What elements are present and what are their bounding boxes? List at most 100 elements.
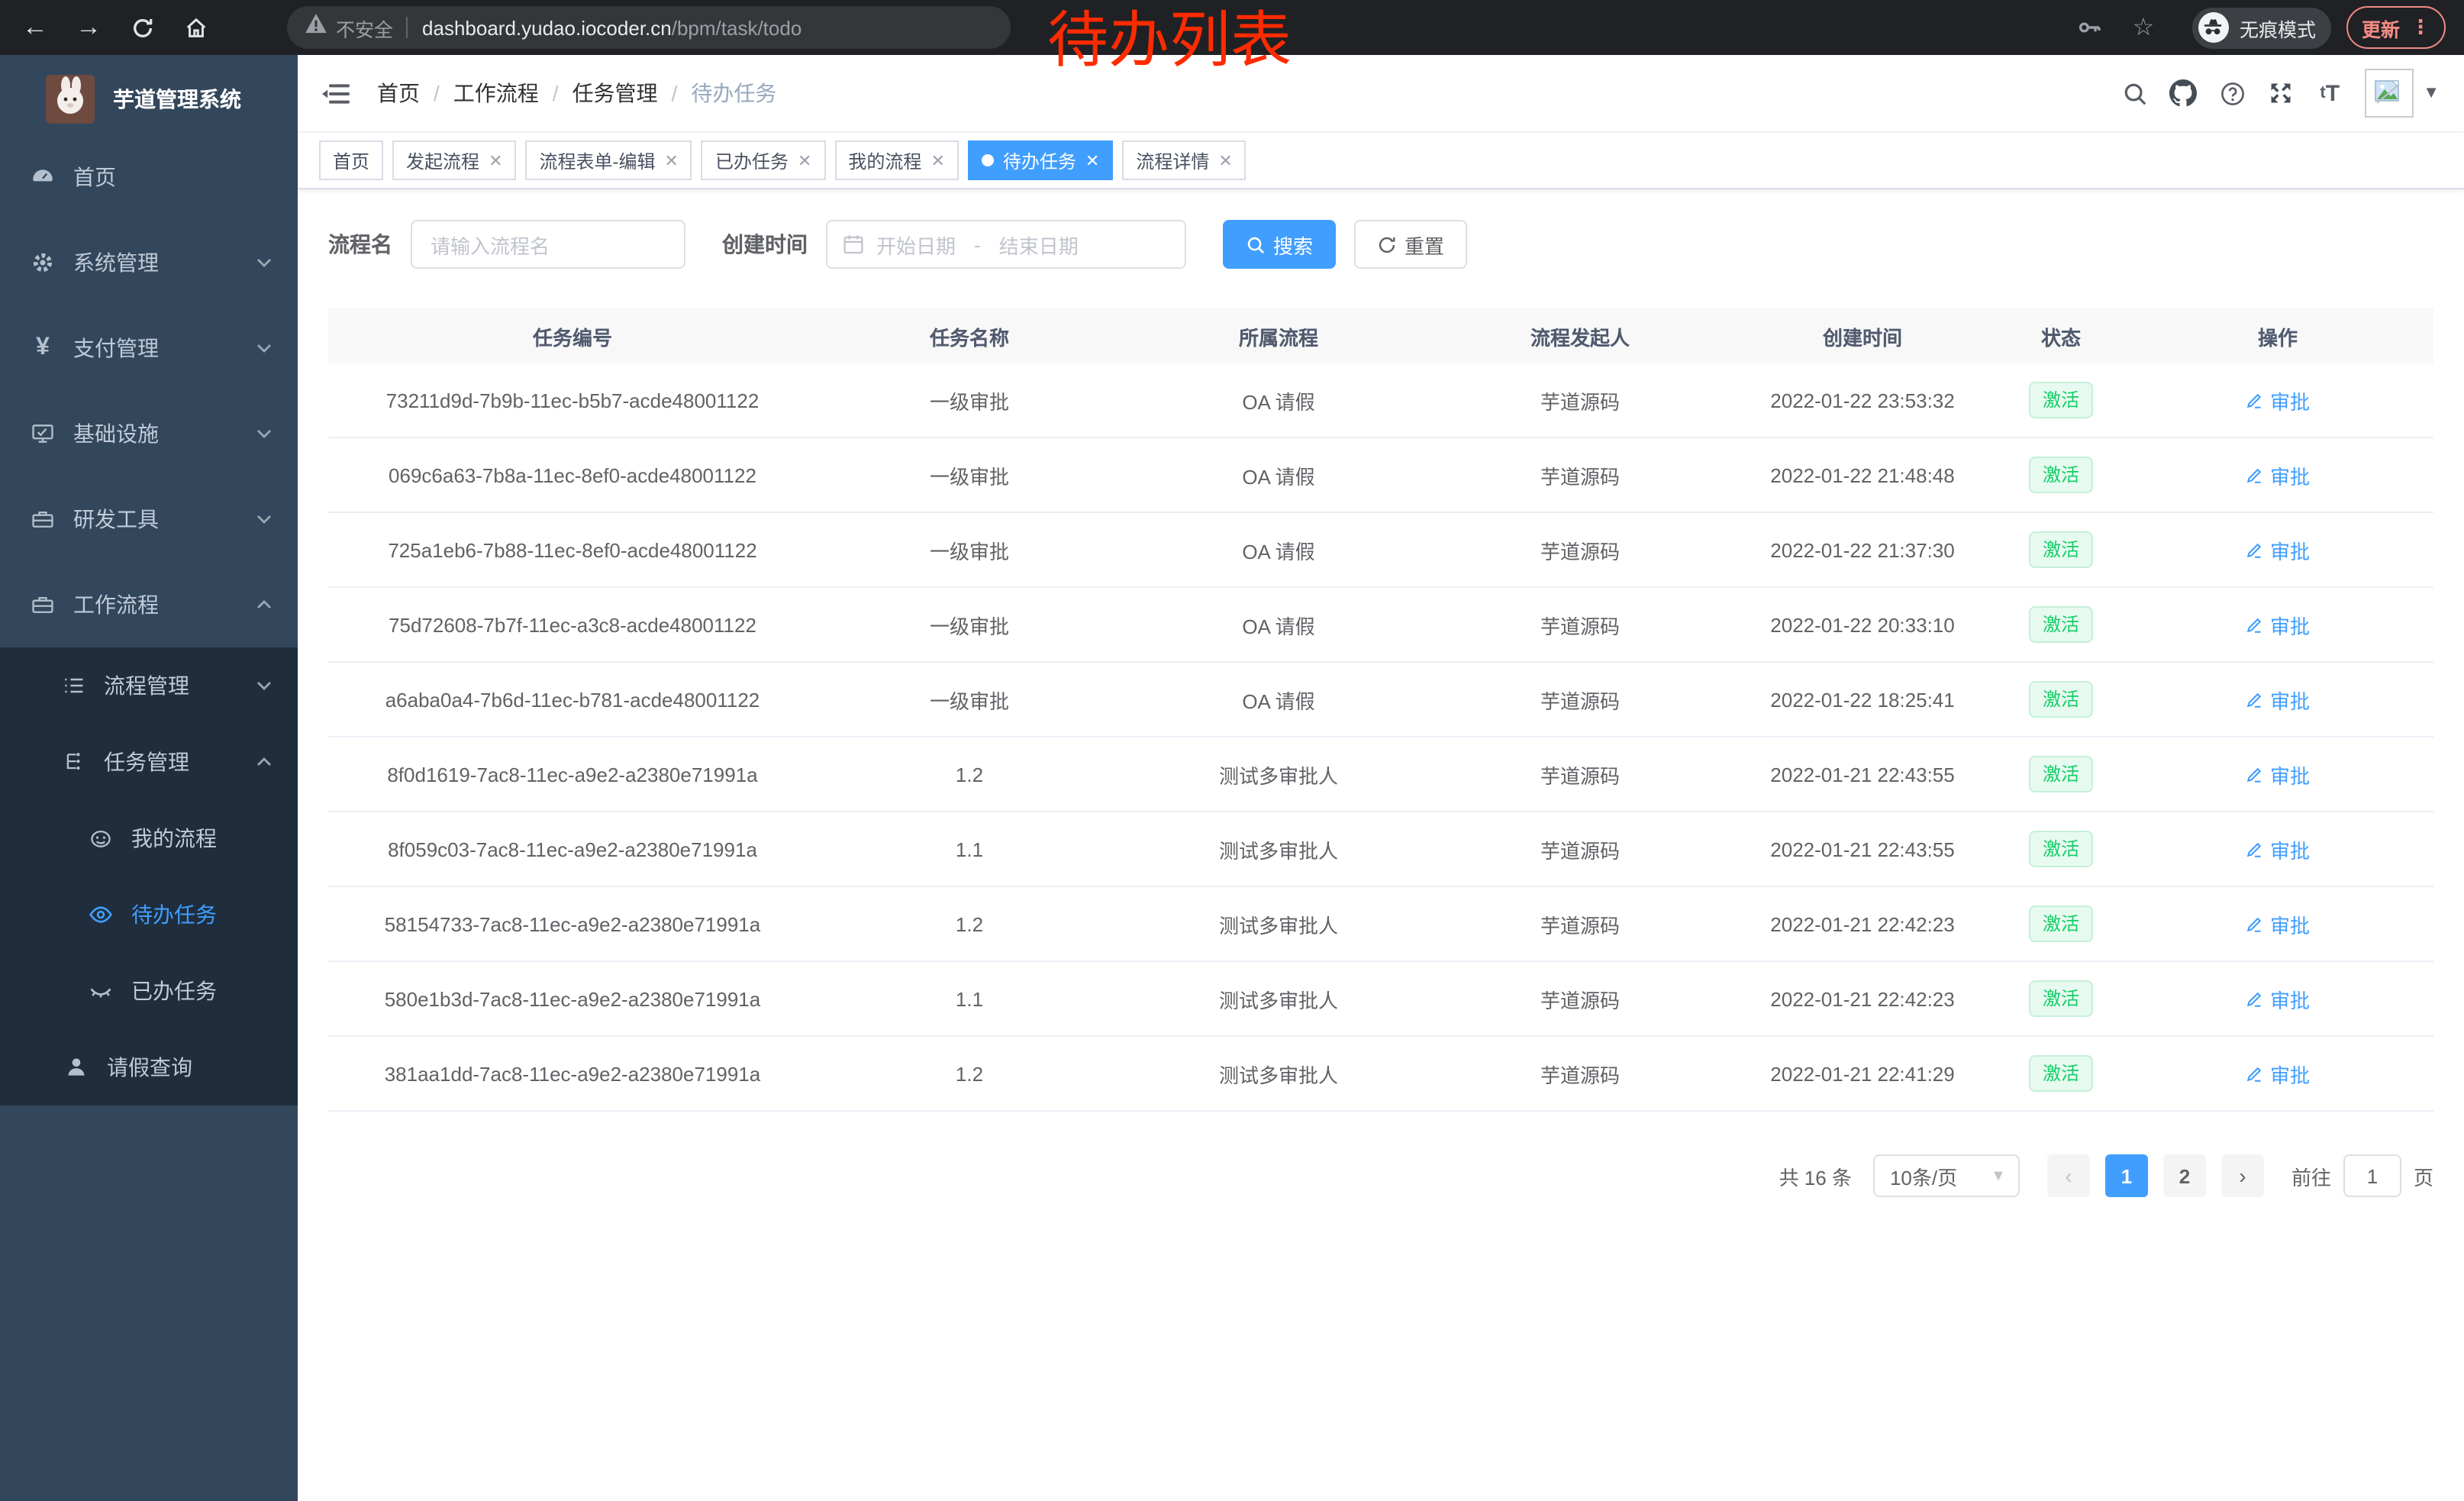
close-icon[interactable]: ✕ <box>489 152 503 170</box>
approve-button[interactable]: 审批 <box>2246 984 2310 1013</box>
update-button[interactable]: 更新 ⋮ <box>2346 6 2446 49</box>
forward-icon[interactable]: → <box>76 12 102 41</box>
breadcrumb-task-mgmt[interactable]: 任务管理 <box>572 81 658 105</box>
approve-button[interactable]: 审批 <box>2246 909 2310 938</box>
approve-button[interactable]: 审批 <box>2246 834 2310 863</box>
app-logo[interactable]: 芋道管理系统 <box>0 55 298 134</box>
page-button-2[interactable]: 2 <box>2162 1154 2206 1197</box>
col-status: 状态 <box>2000 308 2122 363</box>
approve-button[interactable]: 审批 <box>2246 760 2310 789</box>
close-icon[interactable]: ✕ <box>1218 152 1233 170</box>
reload-icon[interactable] <box>122 8 162 47</box>
incognito-badge: 无痕模式 <box>2191 7 2331 48</box>
approve-button[interactable]: 审批 <box>2246 1059 2310 1088</box>
sidebar-item-task-mgmt[interactable]: 任务管理 <box>0 724 298 800</box>
date-range-picker[interactable]: 开始日期 - 结束日期 <box>826 220 1186 269</box>
gear-icon <box>31 250 55 275</box>
sidebar-item-home[interactable]: 首页 <box>0 134 298 220</box>
sidebar-item-payment[interactable]: ¥ 支付管理 <box>0 305 298 391</box>
back-icon[interactable]: ← <box>22 12 48 41</box>
sidebar-item-leave-query[interactable]: 请假查询 <box>0 1029 298 1106</box>
approve-button[interactable]: 审批 <box>2246 685 2310 714</box>
col-task-id: 任务编号 <box>328 308 817 363</box>
search-icon[interactable] <box>2111 70 2157 116</box>
sidebar-item-system[interactable]: 系统管理 <box>0 220 298 305</box>
list-icon <box>61 673 85 698</box>
sidebar-item-workflow[interactable]: 工作流程 <box>0 562 298 647</box>
yen-icon: ¥ <box>36 334 50 360</box>
key-icon[interactable] <box>2070 8 2110 47</box>
fullscreen-icon[interactable] <box>2258 70 2304 116</box>
prev-page-button[interactable]: ‹ <box>2046 1154 2090 1197</box>
tab-todo-tasks[interactable]: 待办任务 ✕ <box>967 140 1114 180</box>
app-title: 芋道管理系统 <box>113 87 241 111</box>
goto-page-input[interactable]: 1 <box>2343 1154 2401 1197</box>
browser-menu-icon[interactable]: ⋮ <box>2411 15 2430 38</box>
status-badge: 激活 <box>2028 457 2093 493</box>
tab-home[interactable]: 首页 <box>319 140 384 180</box>
reset-button[interactable]: 重置 <box>1354 220 1468 269</box>
url-path[interactable]: /bpm/task/todo <box>671 16 802 39</box>
col-starter: 流程发起人 <box>1435 308 1725 363</box>
status-badge: 激活 <box>2028 681 2093 718</box>
col-actions: 操作 <box>2122 308 2433 363</box>
filter-form: 流程名 请输入流程名 创建时间 开始日期 - 结束日期 搜索 <box>328 220 2433 269</box>
home-icon[interactable] <box>176 8 215 47</box>
sidebar-item-todo-tasks[interactable]: 待办任务 <box>0 876 298 953</box>
col-process: 所属流程 <box>1122 308 1435 363</box>
url-host[interactable]: dashboard.yudao.iocoder.cn <box>422 16 672 39</box>
sidebar-item-my-process[interactable]: 我的流程 <box>0 800 298 876</box>
pagination: 共 16 条 10条/页 ▼ ‹ 1 2 › 前往 1 页 <box>328 1154 2433 1197</box>
close-icon[interactable]: ✕ <box>797 152 812 170</box>
approve-button[interactable]: 审批 <box>2246 460 2310 489</box>
status-badge: 激活 <box>2028 382 2093 418</box>
address-bar[interactable]: 不安全 dashboard.yudao.iocoder.cn/bpm/task/… <box>287 6 1011 49</box>
bookmark-star-icon[interactable]: ☆ <box>2132 15 2155 41</box>
breadcrumb-current: 待办任务 <box>691 81 777 105</box>
workflow-submenu: 流程管理 任务管理 我的流程 <box>0 647 298 1106</box>
eye-closed-icon <box>89 979 113 1003</box>
monitor-icon <box>31 421 55 446</box>
breadcrumb-workflow[interactable]: 工作流程 <box>453 81 539 105</box>
sidebar-item-done-tasks[interactable]: 已办任务 <box>0 953 298 1029</box>
person-icon <box>64 1055 89 1080</box>
sidebar-toggle-icon[interactable] <box>319 79 353 107</box>
org-tree-icon <box>61 750 85 774</box>
sidebar-item-infrastructure[interactable]: 基础设施 <box>0 391 298 476</box>
breadcrumb-home[interactable]: 首页 <box>377 81 420 105</box>
tab-form-edit[interactable]: 流程表单-编辑 ✕ <box>525 140 692 180</box>
page-button-1[interactable]: 1 <box>2104 1154 2148 1197</box>
github-icon[interactable] <box>2160 70 2206 116</box>
logo-image <box>46 75 95 124</box>
close-icon[interactable]: ✕ <box>930 152 945 170</box>
search-button[interactable]: 搜索 <box>1223 220 1337 269</box>
page-size-select[interactable]: 10条/页 ▼ <box>1872 1154 2020 1197</box>
approve-button[interactable]: 审批 <box>2246 610 2310 639</box>
close-icon[interactable]: ✕ <box>1085 152 1100 170</box>
start-date-placeholder: 开始日期 <box>876 234 956 257</box>
col-create-time: 创建时间 <box>1725 308 2000 363</box>
security-label[interactable]: 不安全 <box>336 19 394 40</box>
tab-my-process[interactable]: 我的流程 ✕ <box>834 140 959 180</box>
help-icon[interactable] <box>2209 70 2255 116</box>
tab-process-detail[interactable]: 流程详情 ✕ <box>1122 140 1247 180</box>
tab-start-process[interactable]: 发起流程 ✕ <box>392 140 517 180</box>
sidebar-item-devtools[interactable]: 研发工具 <box>0 476 298 562</box>
briefcase-icon <box>31 592 55 617</box>
security-warning-icon[interactable] <box>305 14 327 41</box>
table-row: a6aba0a4-7b6d-11ec-b781-acde48001122 一级审批… <box>328 662 2433 738</box>
tab-done-tasks[interactable]: 已办任务 ✕ <box>701 140 826 180</box>
close-icon[interactable]: ✕ <box>664 152 679 170</box>
next-page-button[interactable]: › <box>2221 1154 2264 1197</box>
avatar[interactable] <box>2365 69 2414 118</box>
chevron-down-icon[interactable]: ▼ <box>2423 84 2440 102</box>
approve-button[interactable]: 审批 <box>2246 386 2310 415</box>
status-badge: 激活 <box>2028 756 2093 792</box>
sidebar-item-process-mgmt[interactable]: 流程管理 <box>0 647 298 724</box>
process-name-input[interactable]: 请输入流程名 <box>411 220 685 269</box>
chevron-up-icon <box>255 757 273 767</box>
table-row: 580e1b3d-7ac8-11ec-a9e2-a2380e71991a 1.1 测… <box>328 961 2433 1037</box>
process-name-label: 流程名 <box>328 232 392 257</box>
approve-button[interactable]: 审批 <box>2246 535 2310 564</box>
